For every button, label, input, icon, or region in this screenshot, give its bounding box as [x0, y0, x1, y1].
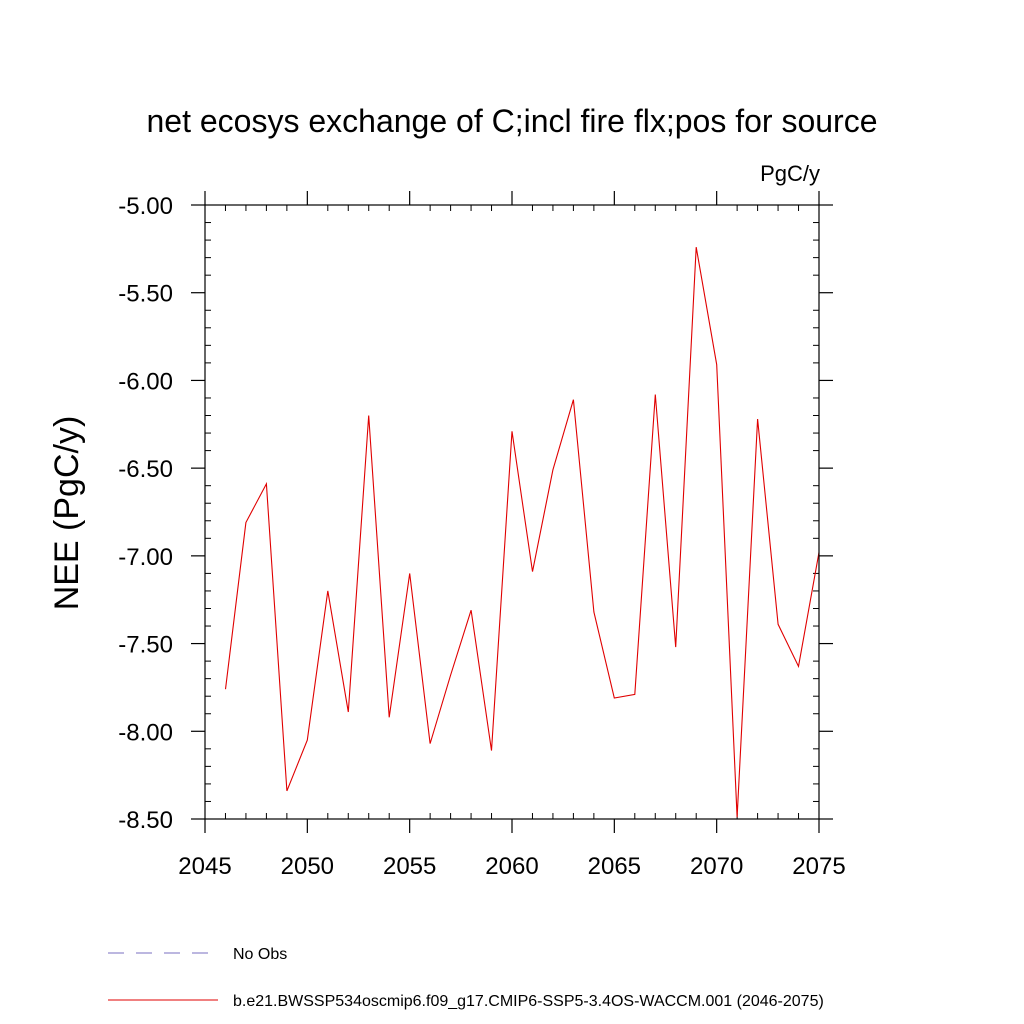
- x-tick-label: 2050: [281, 853, 334, 880]
- y-tick-label: -6.50: [118, 456, 173, 483]
- data-point: [388, 716, 391, 719]
- y-tick-label: -6.00: [118, 368, 173, 395]
- y-tick-label: -8.00: [118, 719, 173, 746]
- series-line: [224, 247, 820, 818]
- data-point: [265, 482, 268, 485]
- data-point: [490, 749, 493, 752]
- x-major-ticks: [204, 191, 820, 833]
- y-tick-label: -8.50: [118, 807, 173, 834]
- data-point: [756, 418, 759, 421]
- data-point: [511, 430, 514, 433]
- data-point: [531, 570, 534, 573]
- data-point: [797, 665, 800, 668]
- y-axis-label: NEE (PgC/y): [48, 416, 86, 611]
- x-tick-label: 2045: [178, 853, 231, 880]
- data-point: [285, 789, 288, 792]
- legend-label-no-obs: No Obs: [233, 946, 287, 963]
- x-tick-label: 2070: [690, 853, 743, 880]
- data-point: [408, 572, 411, 575]
- data-point: [695, 246, 698, 249]
- data-point: [736, 816, 739, 819]
- data-point: [326, 589, 329, 592]
- y-tick-label: -5.00: [118, 193, 173, 220]
- y-minor-ticks: [205, 222, 819, 802]
- y-tick-label: -7.50: [118, 632, 173, 659]
- legend: No Obs b.e21.BWSSP534oscmip6.f09_g17.CMI…: [108, 946, 824, 1010]
- y-tick-label: -5.50: [118, 281, 173, 308]
- x-tick-labels: 2045 2050 2055 2060 2065 2070 2075: [178, 853, 845, 880]
- x-tick-label: 2065: [588, 853, 641, 880]
- data-point: [224, 688, 227, 691]
- units-label: PgC/y: [760, 161, 820, 186]
- data-point: [777, 623, 780, 626]
- data-point: [674, 646, 677, 649]
- data-point: [429, 742, 432, 745]
- data-point: [551, 468, 554, 471]
- y-tick-label: -7.00: [118, 544, 173, 571]
- data-point: [367, 414, 370, 417]
- data-point: [449, 674, 452, 677]
- plot-frame: [204, 204, 820, 820]
- data-point: [244, 521, 247, 524]
- legend-label-run: b.e21.BWSSP534oscmip6.f09_g17.CMIP6-SSP5…: [233, 993, 824, 1010]
- data-point: [654, 393, 657, 396]
- x-tick-label: 2060: [485, 853, 538, 880]
- data-point: [306, 739, 309, 742]
- data-point: [572, 398, 575, 401]
- data-point: [633, 693, 636, 696]
- chart-title: net ecosys exchange of C;incl fire flx;p…: [146, 103, 877, 139]
- x-tick-label: 2055: [383, 853, 436, 880]
- series-group: [224, 246, 820, 819]
- y-tick-labels: -5.00 -5.50 -6.00 -6.50 -7.00 -7.50 -8.00 -8.50: [118, 193, 173, 834]
- y-major-ticks: [191, 204, 833, 820]
- data-point: [592, 610, 595, 613]
- x-tick-label: 2075: [792, 853, 845, 880]
- data-point: [347, 710, 350, 713]
- data-point: [470, 609, 473, 612]
- x-minor-ticks: [224, 205, 800, 819]
- data-point: [613, 696, 616, 699]
- data-point: [715, 363, 718, 366]
